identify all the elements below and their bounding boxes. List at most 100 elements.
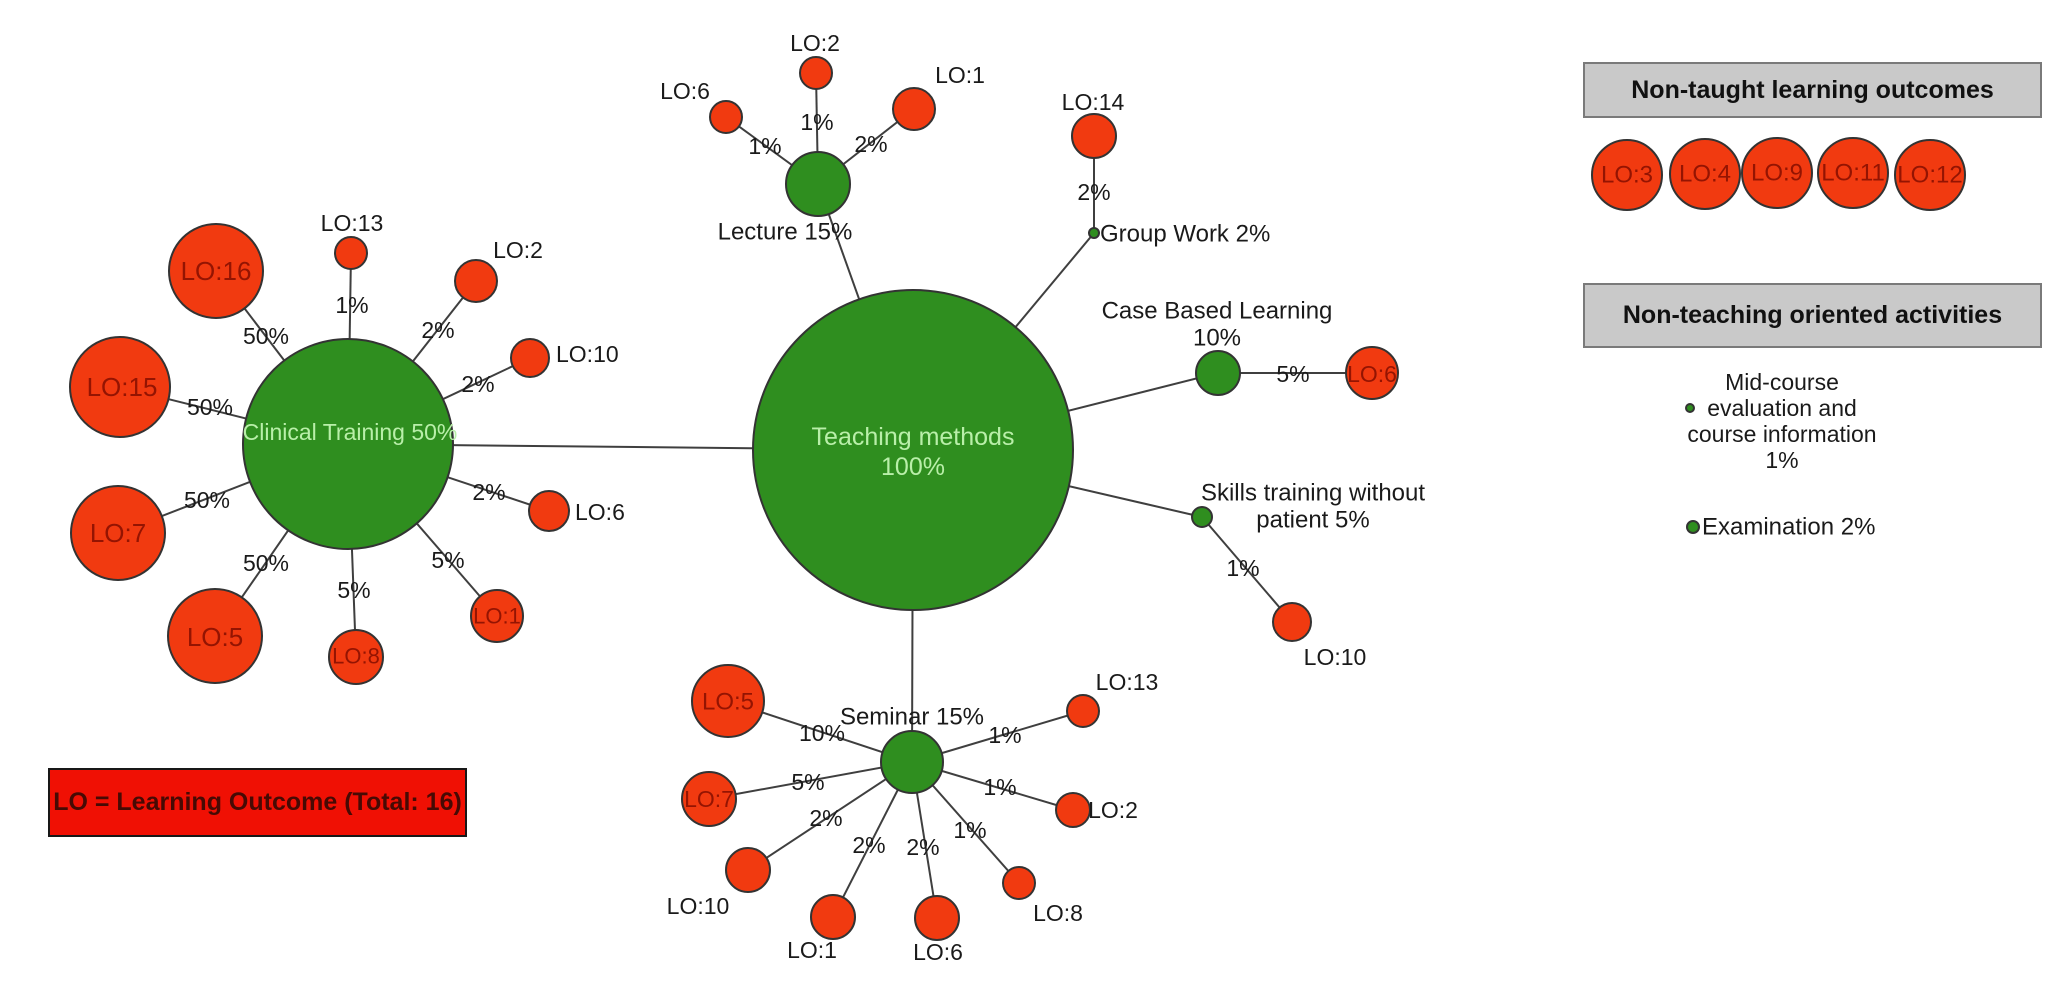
edge-percent-label-1: 50% <box>243 323 289 349</box>
node-lo8-seminar <box>1002 866 1036 900</box>
label-seminar: Seminar 15% <box>840 704 984 731</box>
edge-percent-label-2: 1% <box>335 292 368 318</box>
lo-definition-note: LO = Learning Outcome (Total: 16) <box>48 768 467 837</box>
node-lo1-clinical <box>470 589 524 643</box>
node-lo10-seminar <box>725 847 771 893</box>
label-teaching-methods-line2: 100% <box>881 453 945 481</box>
non-taught-outcomes-title: Non-taught learning outcomes <box>1631 75 1994 104</box>
label-lo2-lecture: LO:2 <box>790 30 840 56</box>
label-lo11-panel: LO:11 <box>1821 160 1885 187</box>
non-teaching-activities-header: Non-teaching oriented activities <box>1583 283 2042 348</box>
label-lo13-clinical: LO:13 <box>321 210 384 236</box>
edge-percent-label-23: 1% <box>983 774 1016 800</box>
label-teaching-methods-line1: Teaching methods <box>812 423 1015 451</box>
node-lo13-seminar <box>1066 694 1100 728</box>
label-lo2-clinical: LO:2 <box>493 237 543 263</box>
edge-seminar-to-lo10-seminar <box>747 761 913 871</box>
node-lo6-clinical <box>528 490 570 532</box>
label-mid-course-evaluation-dot-line1: Mid-course <box>1725 369 1839 395</box>
label-lo16-clinical: LO:16 <box>181 256 252 286</box>
label-clinical-training: Clinical Training 50% <box>243 419 458 445</box>
non-teaching-activities-title: Non-teaching oriented activities <box>1622 301 2003 329</box>
edge-skills-training-without-patient-to-lo10-skills <box>1201 516 1293 623</box>
edge-percent-label-16: 1% <box>1226 555 1259 581</box>
node-lo2-seminar <box>1055 792 1091 828</box>
node-lo3-panel <box>1591 139 1663 211</box>
edge-percent-label-18: 5% <box>791 769 824 795</box>
edge-percent-label-15: 5% <box>1276 361 1309 387</box>
node-mid-course-evaluation-dot <box>1685 403 1695 413</box>
node-lo14-group-work <box>1071 113 1117 159</box>
node-lo12-panel <box>1894 139 1966 211</box>
label-lo13-seminar: LO:13 <box>1096 669 1159 695</box>
edge-percent-label-20: 2% <box>852 832 885 858</box>
edge-percent-label-10: 5% <box>431 547 464 573</box>
node-skills-training-without-patient <box>1191 506 1213 528</box>
edge-percent-label-14: 2% <box>1077 179 1110 205</box>
label-examination-dot: Examination 2% <box>1702 514 1875 541</box>
label-case-based-learning-line1: Case Based Learning <box>1102 298 1333 325</box>
label-mid-course-evaluation-dot-line4: 1% <box>1765 447 1798 473</box>
label-lo2-seminar: LO:2 <box>1088 797 1138 823</box>
label-lo14-group-work: LO:14 <box>1062 89 1125 115</box>
edge-percent-label-13: 2% <box>854 131 887 157</box>
node-teaching-methods <box>752 289 1074 611</box>
edge-percent-label-9: 5% <box>337 577 370 603</box>
nodes-layer <box>69 56 1966 941</box>
node-lo6-seminar <box>914 895 960 941</box>
node-lo6-case-based <box>1345 346 1399 400</box>
node-lo15-clinical <box>69 336 171 438</box>
label-case-based-learning-line2: 10% <box>1193 325 1241 352</box>
label-mid-course-evaluation-dot-line2: evaluation and <box>1707 395 1857 421</box>
label-lo8-seminar: LO:8 <box>1033 900 1083 926</box>
node-lo6-lecture <box>709 100 743 134</box>
edge-percent-label-12: 1% <box>800 109 833 135</box>
node-lo10-skills <box>1272 602 1312 642</box>
edge-percent-label-6: 50% <box>184 487 230 513</box>
label-lo8-clinical: LO:8 <box>332 644 380 669</box>
edge-percent-label-21: 2% <box>906 834 939 860</box>
node-case-based-learning <box>1195 350 1241 396</box>
label-lo3-panel: LO:3 <box>1601 162 1653 189</box>
node-lo7-clinical <box>70 485 166 581</box>
label-lo9-panel: LO:9 <box>1751 160 1803 187</box>
edge-percent-label-19: 2% <box>809 805 842 831</box>
node-lo2-lecture <box>799 56 833 90</box>
edge-percent-label-22: 1% <box>953 817 986 843</box>
node-lo5-seminar <box>691 664 765 738</box>
non-taught-outcomes-header: Non-taught learning outcomes <box>1583 62 2042 118</box>
lo-definition-text: LO = Learning Outcome (Total: 16) <box>53 788 462 816</box>
label-lo1-clinical: LO:1 <box>473 604 521 629</box>
edge-percent-label-4: 2% <box>461 371 494 397</box>
label-skills-training-without-patient-line2: patient 5% <box>1256 507 1369 534</box>
edge-percent-label-8: 50% <box>243 550 289 576</box>
label-lo12-panel: LO:12 <box>1897 162 1962 189</box>
label-lo6-seminar: LO:6 <box>913 939 963 965</box>
label-lo5-clinical: LO:5 <box>187 622 243 652</box>
node-lo2-clinical <box>454 259 498 303</box>
node-lecture <box>785 151 851 217</box>
label-lo6-case-based: LO:6 <box>1347 361 1397 387</box>
label-lo10-seminar: LO:10 <box>667 893 730 919</box>
label-mid-course-evaluation-dot-line3: course information <box>1687 421 1876 447</box>
label-lo6-lecture: LO:6 <box>660 78 710 104</box>
edge-percent-label-3: 2% <box>421 317 454 343</box>
node-lo7-seminar <box>681 771 737 827</box>
label-lo5-seminar: LO:5 <box>702 689 754 716</box>
node-lo1-lecture <box>892 87 936 131</box>
node-group-work <box>1088 227 1100 239</box>
node-lo8-clinical <box>328 629 384 685</box>
node-examination-dot <box>1686 520 1700 534</box>
node-lo1-seminar <box>810 894 856 940</box>
edge-percent-label-5: 50% <box>187 394 233 420</box>
edge-seminar-to-lo7-seminar <box>708 761 913 800</box>
label-lo10-skills: LO:10 <box>1304 644 1367 670</box>
label-lo10-clinical: LO:10 <box>556 341 619 367</box>
node-lo11-panel <box>1817 137 1889 209</box>
edge-percent-label-17: 10% <box>799 720 845 746</box>
node-lo10-clinical <box>510 338 550 378</box>
node-lo9-panel <box>1741 137 1813 209</box>
